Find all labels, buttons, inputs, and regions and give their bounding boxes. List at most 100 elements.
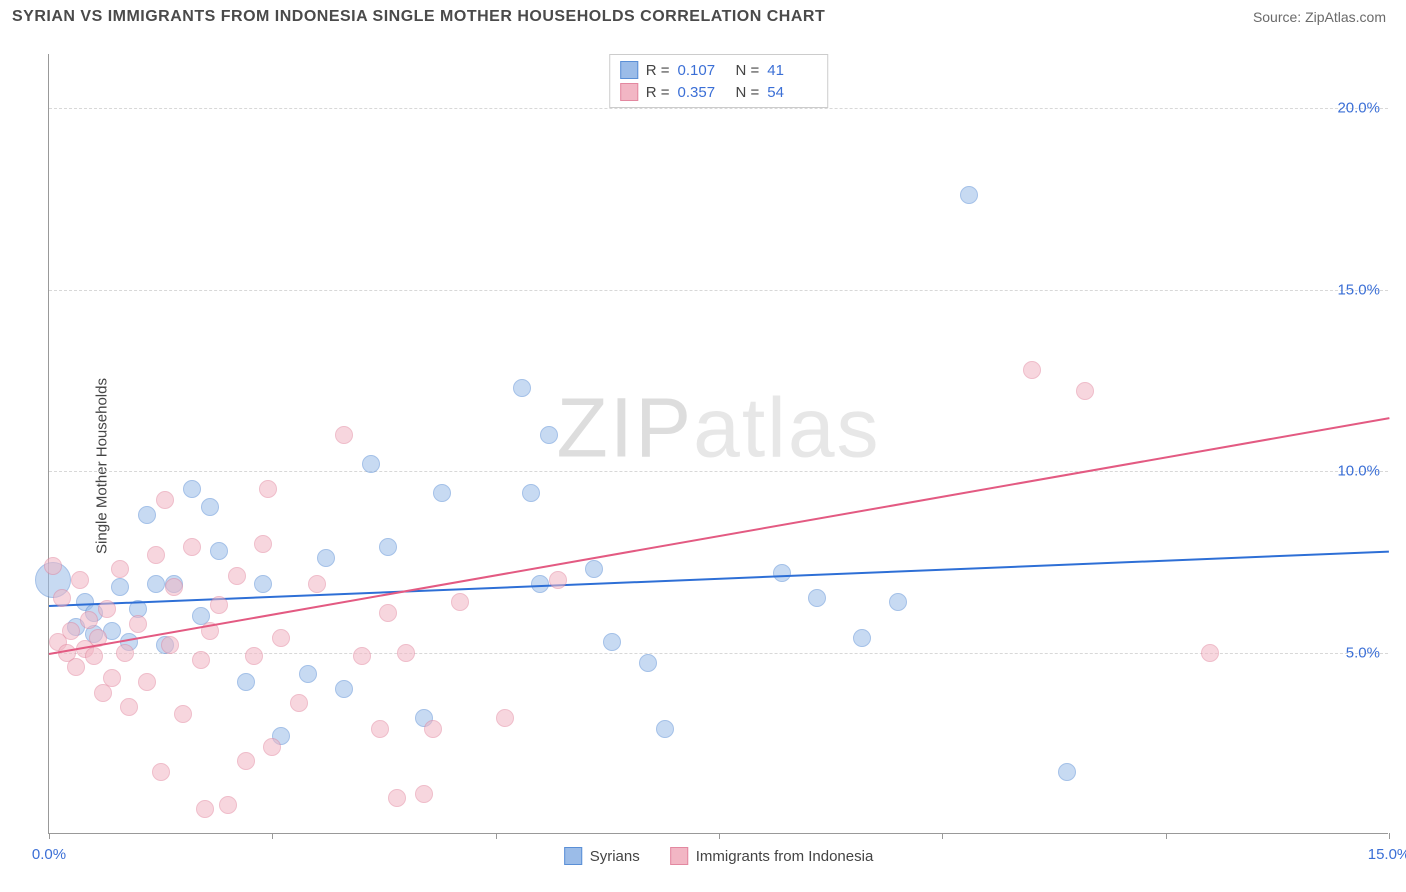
grid-line: [49, 471, 1388, 472]
scatter-point: [196, 800, 214, 818]
x-tick-label: 15.0%: [1368, 846, 1406, 863]
x-tick: [272, 833, 273, 839]
scatter-point: [415, 785, 433, 803]
legend-item: Syrians: [564, 847, 640, 865]
legend-swatch: [670, 847, 688, 865]
scatter-point: [960, 186, 978, 204]
scatter-point: [549, 571, 567, 589]
grid-line: [49, 108, 1388, 109]
scatter-point: [147, 546, 165, 564]
y-tick-label: 10.0%: [1337, 463, 1380, 480]
scatter-point: [129, 615, 147, 633]
stat-row: R = 0.107 N = 41: [620, 59, 818, 81]
scatter-point: [237, 752, 255, 770]
scatter-point: [152, 763, 170, 781]
scatter-point: [44, 557, 62, 575]
x-tick: [496, 833, 497, 839]
scatter-point: [496, 709, 514, 727]
scatter-point: [531, 575, 549, 593]
r-label: R =: [646, 84, 670, 101]
correlation-stats-box: R =0.107N =41R =0.357N =54: [609, 54, 829, 108]
scatter-point: [853, 629, 871, 647]
plot-area: ZIPatlas 5.0%10.0%15.0%20.0%0.0%15.0%R =…: [48, 54, 1388, 834]
scatter-point: [639, 654, 657, 672]
scatter-point: [165, 578, 183, 596]
y-tick-label: 20.0%: [1337, 100, 1380, 117]
chart-container: Single Mother Households ZIPatlas 5.0%10…: [0, 40, 1406, 892]
scatter-point: [71, 571, 89, 589]
scatter-point: [120, 698, 138, 716]
scatter-point: [210, 596, 228, 614]
scatter-point: [67, 658, 85, 676]
scatter-point: [228, 567, 246, 585]
legend-swatch: [564, 847, 582, 865]
scatter-point: [192, 651, 210, 669]
r-value: 0.357: [678, 84, 728, 101]
scatter-point: [1058, 763, 1076, 781]
scatter-point: [299, 665, 317, 683]
scatter-point: [388, 789, 406, 807]
scatter-point: [85, 647, 103, 665]
scatter-point: [433, 484, 451, 502]
scatter-point: [353, 647, 371, 665]
legend-label: Immigrants from Indonesia: [696, 848, 874, 865]
scatter-point: [290, 694, 308, 712]
n-value: 54: [767, 84, 817, 101]
scatter-point: [773, 564, 791, 582]
x-tick: [942, 833, 943, 839]
grid-line: [49, 290, 1388, 291]
scatter-point: [656, 720, 674, 738]
trend-line: [49, 417, 1389, 655]
scatter-point: [183, 480, 201, 498]
chart-title: SYRIAN VS IMMIGRANTS FROM INDONESIA SING…: [12, 8, 825, 26]
scatter-point: [259, 480, 277, 498]
scatter-point: [103, 669, 121, 687]
r-value: 0.107: [678, 62, 728, 79]
scatter-point: [116, 644, 134, 662]
scatter-point: [397, 644, 415, 662]
scatter-point: [371, 720, 389, 738]
scatter-point: [219, 796, 237, 814]
scatter-point: [522, 484, 540, 502]
trend-line: [49, 551, 1389, 607]
n-label: N =: [736, 62, 760, 79]
scatter-point: [451, 593, 469, 611]
scatter-point: [210, 542, 228, 560]
scatter-point: [335, 426, 353, 444]
legend-label: Syrians: [590, 848, 640, 865]
x-tick: [1166, 833, 1167, 839]
x-tick: [719, 833, 720, 839]
stat-row: R =0.357N =54: [620, 81, 818, 103]
scatter-point: [808, 589, 826, 607]
series-swatch: [620, 83, 638, 101]
scatter-point: [111, 578, 129, 596]
scatter-point: [362, 455, 380, 473]
scatter-point: [603, 633, 621, 651]
scatter-point: [254, 535, 272, 553]
scatter-point: [245, 647, 263, 665]
scatter-point: [161, 636, 179, 654]
scatter-point: [201, 498, 219, 516]
scatter-point: [379, 538, 397, 556]
scatter-point: [889, 593, 907, 611]
scatter-point: [585, 560, 603, 578]
scatter-point: [424, 720, 442, 738]
y-tick-label: 15.0%: [1337, 281, 1380, 298]
watermark-text-b: atlas: [693, 380, 880, 474]
x-tick: [49, 833, 50, 839]
scatter-point: [237, 673, 255, 691]
n-value: 41: [767, 62, 817, 79]
r-label: R =: [646, 62, 670, 79]
scatter-point: [317, 549, 335, 567]
watermark: ZIPatlas: [556, 379, 880, 476]
scatter-point: [540, 426, 558, 444]
scatter-point: [272, 629, 290, 647]
legend-item: Immigrants from Indonesia: [670, 847, 874, 865]
scatter-point: [80, 611, 98, 629]
scatter-point: [263, 738, 281, 756]
scatter-point: [335, 680, 353, 698]
scatter-point: [156, 491, 174, 509]
scatter-point: [1023, 361, 1041, 379]
scatter-point: [147, 575, 165, 593]
scatter-point: [379, 604, 397, 622]
